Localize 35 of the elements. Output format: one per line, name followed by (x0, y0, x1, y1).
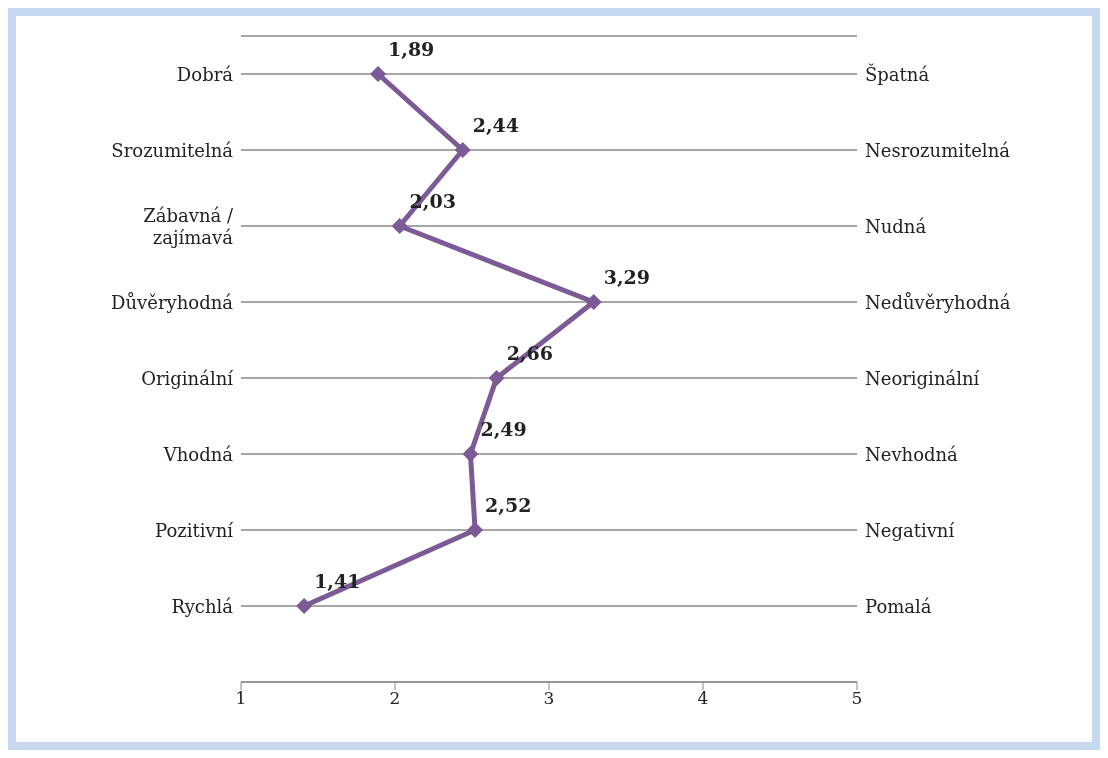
y2-tick-label: Pomalá (865, 595, 932, 617)
point (391, 218, 408, 234)
data-label: 2,49 (480, 418, 527, 440)
x-tick-label: 3 (543, 688, 555, 709)
point (454, 142, 471, 158)
y2-tick-label: Nedůvěryhodná (865, 291, 1011, 313)
data-label: 3,29 (603, 266, 650, 288)
point (370, 66, 387, 82)
y-tick-label: Rychlá (171, 595, 234, 617)
x-tick-label: 5 (851, 688, 863, 709)
y-tick-label: Srozumitelná (111, 139, 234, 161)
point (296, 598, 313, 614)
y2-tick-label: Negativní (865, 519, 955, 541)
y2-tick-label: Nesrozumitelná (865, 139, 1011, 161)
point (462, 446, 479, 462)
y-tick-label: Pozitivní (155, 519, 234, 541)
point (585, 294, 602, 310)
y2-tick-label: Špatná (865, 62, 930, 85)
point (467, 522, 484, 538)
data-label: 2,52 (485, 494, 532, 516)
y2-tick-label: Nudná (865, 215, 927, 237)
x-tick-label: 1 (235, 688, 247, 709)
point (488, 370, 505, 386)
data-label: 2,44 (472, 114, 520, 136)
x-tick-label: 2 (389, 688, 401, 709)
y2-tick-label: Neoriginální (865, 367, 980, 389)
y-tick-label: Vhodná (162, 443, 234, 465)
y-tick-label: Zábavná / zajímavá (143, 204, 234, 248)
data-label: 1,89 (388, 38, 435, 60)
y-tick-label: Originální (141, 367, 234, 389)
y-tick-label: Důvěryhodná (111, 291, 234, 313)
data-label: 1,41 (314, 570, 361, 592)
y-tick-label: Dobrá (176, 63, 234, 85)
x-tick-label: 4 (697, 688, 709, 709)
y2-tick-label: Nevhodná (865, 443, 959, 465)
